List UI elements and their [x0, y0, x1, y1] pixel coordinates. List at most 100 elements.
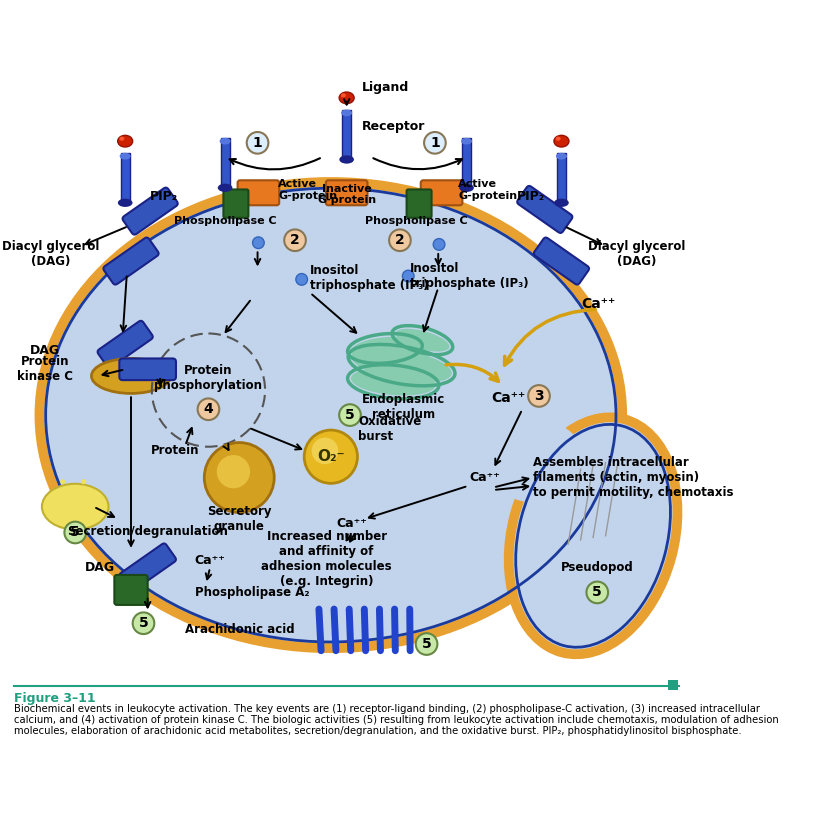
Ellipse shape: [394, 329, 449, 352]
Ellipse shape: [508, 417, 676, 654]
Bar: [557, 153, 566, 203]
Text: 5: 5: [138, 617, 148, 630]
Ellipse shape: [120, 153, 131, 160]
Ellipse shape: [341, 93, 346, 97]
Text: 2: 2: [289, 234, 299, 248]
Text: Arachidonic acid: Arachidonic acid: [185, 622, 294, 636]
Circle shape: [60, 479, 65, 484]
Text: 5: 5: [345, 408, 355, 422]
Ellipse shape: [117, 199, 132, 207]
Bar: [220, 138, 229, 188]
Text: Protein: Protein: [151, 445, 199, 457]
Ellipse shape: [555, 136, 560, 140]
Ellipse shape: [485, 420, 584, 503]
Text: O₂⁻: O₂⁻: [317, 450, 344, 465]
Circle shape: [339, 404, 361, 426]
Bar: [461, 138, 471, 188]
FancyBboxPatch shape: [103, 238, 159, 284]
Text: PIP₂: PIP₂: [516, 189, 544, 203]
Circle shape: [204, 443, 274, 513]
Text: 5: 5: [591, 585, 601, 599]
FancyBboxPatch shape: [406, 189, 431, 218]
Text: Phospholipase C: Phospholipase C: [174, 216, 276, 226]
Text: calcium, and (4) activation of protein kinase C. The biologic activities (5) res: calcium, and (4) activation of protein k…: [14, 715, 778, 725]
Ellipse shape: [555, 153, 566, 160]
Text: Inositol
triphosphate (IP₃): Inositol triphosphate (IP₃): [409, 262, 528, 290]
Text: 2: 2: [394, 234, 404, 248]
Ellipse shape: [119, 136, 124, 140]
Text: Protein
phosphorylation: Protein phosphorylation: [155, 364, 262, 391]
Text: Diacyl glycerol
(DAG): Diacyl glycerol (DAG): [2, 240, 98, 268]
Bar: [667, 680, 677, 690]
Text: Biochemical events in leukocyte activation. The key events are (1) receptor-liga: Biochemical events in leukocyte activati…: [14, 704, 759, 714]
Text: Ligand: Ligand: [361, 81, 409, 95]
FancyBboxPatch shape: [223, 189, 248, 218]
Circle shape: [402, 270, 414, 282]
Text: DAG: DAG: [85, 561, 115, 574]
Text: Ca⁺⁺: Ca⁺⁺: [469, 471, 500, 484]
Text: Ca⁺⁺: Ca⁺⁺: [490, 391, 524, 406]
Ellipse shape: [42, 484, 108, 529]
Circle shape: [65, 522, 86, 543]
Ellipse shape: [351, 347, 452, 382]
Text: 5: 5: [70, 525, 80, 539]
Circle shape: [389, 229, 410, 251]
Circle shape: [217, 455, 250, 489]
Text: Diacyl glycerol
(DAG): Diacyl glycerol (DAG): [587, 240, 684, 268]
Text: Figure 3–11: Figure 3–11: [14, 692, 96, 706]
Ellipse shape: [351, 368, 435, 396]
Text: Ca⁺⁺: Ca⁺⁺: [581, 297, 614, 312]
Circle shape: [304, 430, 357, 484]
Text: Secretion/degranulation: Secretion/degranulation: [67, 525, 227, 538]
Text: DAG: DAG: [30, 345, 60, 357]
Text: Receptor: Receptor: [361, 120, 424, 133]
FancyBboxPatch shape: [420, 180, 461, 205]
Circle shape: [284, 229, 305, 251]
Text: Phospholipase A₂: Phospholipase A₂: [195, 586, 309, 599]
Circle shape: [433, 238, 444, 250]
Text: Ca⁺⁺: Ca⁺⁺: [336, 517, 366, 530]
FancyBboxPatch shape: [326, 180, 367, 205]
Circle shape: [252, 237, 264, 248]
Text: molecules, elaboration of arachidonic acid metabolites, secretion/degranulation,: molecules, elaboration of arachidonic ac…: [14, 725, 741, 735]
Text: Active
G-protein: Active G-protein: [278, 179, 337, 201]
Ellipse shape: [553, 135, 568, 147]
Ellipse shape: [341, 110, 351, 116]
Circle shape: [415, 633, 437, 655]
Ellipse shape: [117, 135, 132, 147]
FancyBboxPatch shape: [122, 188, 178, 234]
Circle shape: [52, 492, 57, 497]
Text: Inositol
triphosphate (IP₃): Inositol triphosphate (IP₃): [309, 263, 428, 292]
Circle shape: [311, 438, 338, 465]
FancyBboxPatch shape: [114, 575, 147, 605]
Text: Ca⁺⁺: Ca⁺⁺: [194, 554, 225, 568]
Ellipse shape: [553, 199, 568, 207]
Ellipse shape: [219, 138, 230, 145]
Circle shape: [586, 582, 607, 603]
Ellipse shape: [40, 182, 621, 648]
Text: PIP₂: PIP₂: [150, 189, 178, 203]
Text: Inactive
G-protein: Inactive G-protein: [317, 184, 375, 205]
FancyBboxPatch shape: [533, 238, 588, 284]
Bar: [121, 153, 130, 203]
Text: Endoplasmic
reticulum: Endoplasmic reticulum: [361, 393, 444, 420]
FancyBboxPatch shape: [119, 543, 175, 592]
Text: 1: 1: [252, 135, 262, 150]
Ellipse shape: [218, 184, 232, 192]
Ellipse shape: [351, 337, 418, 360]
Text: Increased number
and affinity of
adhesion molecules
(e.g. Integrin): Increased number and affinity of adhesio…: [261, 530, 391, 588]
Ellipse shape: [461, 138, 471, 145]
Ellipse shape: [91, 358, 170, 393]
Text: Pseudopod: Pseudopod: [560, 561, 633, 574]
FancyBboxPatch shape: [237, 180, 279, 205]
Text: Phospholipase C: Phospholipase C: [365, 216, 467, 226]
Text: Oxidative
burst: Oxidative burst: [358, 416, 421, 443]
Circle shape: [528, 385, 549, 406]
Text: 5: 5: [421, 637, 431, 651]
Circle shape: [246, 132, 268, 154]
Text: 3: 3: [533, 389, 543, 403]
Text: 4: 4: [203, 402, 213, 416]
Ellipse shape: [459, 184, 473, 192]
Circle shape: [81, 479, 86, 484]
Text: Secretory
granule: Secretory granule: [207, 505, 271, 534]
